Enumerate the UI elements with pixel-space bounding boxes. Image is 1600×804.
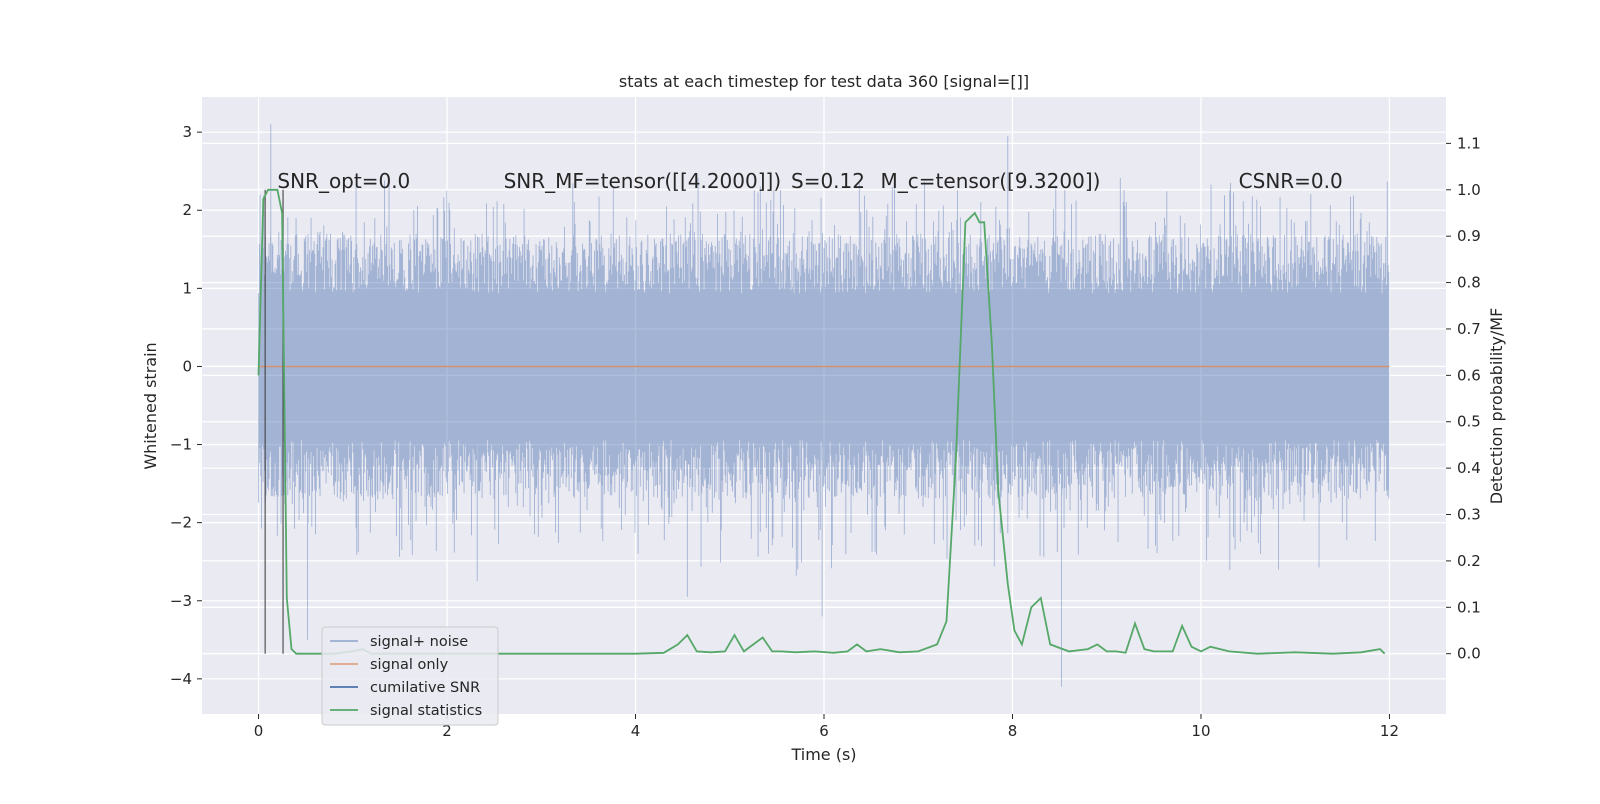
right-tick-label: 0.3 <box>1457 506 1481 524</box>
series-signal-noise <box>258 124 1390 687</box>
left-tick-label: −3 <box>170 592 192 610</box>
right-tick-label: 0.9 <box>1457 227 1481 245</box>
left-tick-label: −2 <box>170 514 192 532</box>
legend-label: cumilative SNR <box>370 680 480 696</box>
left-tick-label: −1 <box>170 436 192 454</box>
x-axis-ticks: 0 2 4 6 8 10 12 <box>254 714 1399 740</box>
left-tick-label: 3 <box>182 123 192 141</box>
legend: signal+ noise signal only cumilative SNR si… <box>321 626 499 726</box>
left-tick-label: 0 <box>182 357 192 375</box>
right-tick-label: 1.0 <box>1457 181 1481 199</box>
legend-box <box>321 626 499 726</box>
x-tick-label: 0 <box>254 722 264 740</box>
legend-label: signal+ noise <box>370 634 468 650</box>
right-tick-label: 0.5 <box>1457 413 1481 431</box>
right-tick-label: 0.4 <box>1457 459 1481 477</box>
annotations: SNR_opt=0.0 SNR_MF=tensor([[4.2000]]) S=0.… <box>277 169 1342 193</box>
x-tick-label: 8 <box>1008 722 1018 740</box>
right-axis-label: Detection probability/MF <box>1487 308 1506 505</box>
x-tick-label: 4 <box>631 722 641 740</box>
annotation-text: CSNR=0.0 <box>1239 169 1343 193</box>
right-tick-label: 1.1 <box>1457 134 1481 152</box>
right-axis-ticks: 1.1 1.0 0.9 0.8 0.7 0.6 0.5 0.4 0.3 0.2 0.1 0.0 <box>1446 134 1481 663</box>
x-tick-label: 2 <box>442 722 452 740</box>
left-axis-ticks: 3 2 1 0 −1 −2 −3 −4 <box>170 123 202 688</box>
grid <box>202 97 1446 714</box>
noise-trace <box>258 124 1390 687</box>
right-tick-label: 0.8 <box>1457 274 1481 292</box>
annotation-text: M_c=tensor([9.3200]) <box>881 169 1101 193</box>
right-tick-label: 0.1 <box>1457 598 1481 616</box>
left-tick-label: −4 <box>170 670 192 688</box>
right-tick-label: 0.0 <box>1457 645 1481 663</box>
annotation-text: S=0.12 <box>791 169 865 193</box>
annotation-text: SNR_opt=0.0 <box>277 169 410 193</box>
legend-label: signal statistics <box>370 703 482 719</box>
left-axis-label: Whitened strain <box>141 342 160 469</box>
x-axis-label: Time (s) <box>790 745 856 764</box>
x-tick-label: 10 <box>1191 722 1210 740</box>
left-tick-label: 2 <box>182 201 192 219</box>
left-tick-label: 1 <box>182 279 192 297</box>
chart-title: stats at each timestep for test data 360… <box>619 72 1029 91</box>
annotation-text: SNR_MF=tensor([[4.2000]]) <box>504 169 782 193</box>
right-tick-label: 0.2 <box>1457 552 1481 570</box>
x-tick-label: 6 <box>819 722 829 740</box>
right-tick-label: 0.7 <box>1457 320 1481 338</box>
x-tick-label: 12 <box>1380 722 1399 740</box>
legend-label: signal only <box>370 657 449 673</box>
right-tick-label: 0.6 <box>1457 366 1481 384</box>
